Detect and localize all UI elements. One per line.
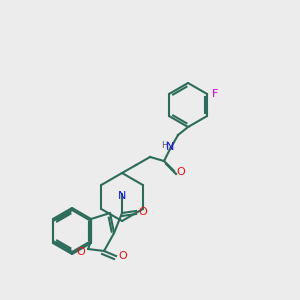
Text: F: F <box>212 89 218 99</box>
Text: O: O <box>139 207 147 217</box>
Text: N: N <box>166 142 174 152</box>
Text: H: H <box>161 140 167 149</box>
Text: N: N <box>118 191 126 201</box>
Text: O: O <box>77 247 85 257</box>
Text: O: O <box>119 251 128 261</box>
Text: O: O <box>177 167 185 177</box>
